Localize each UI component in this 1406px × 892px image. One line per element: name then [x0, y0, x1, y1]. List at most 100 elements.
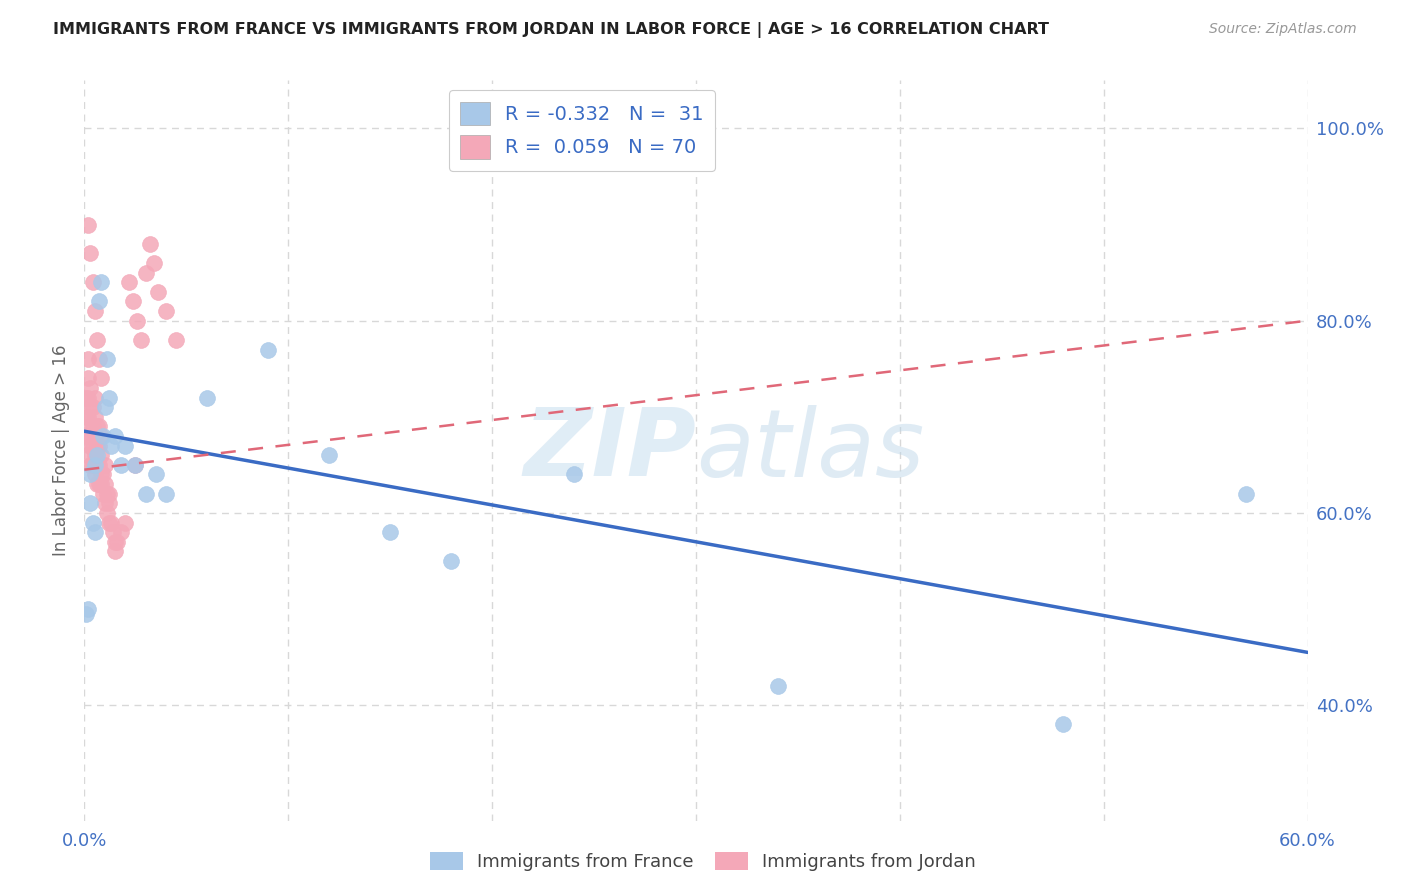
Point: [135, 266, 157, 280]
Point: [86, 458, 108, 472]
Point: [122, 294, 145, 309]
Point: [135, 487, 157, 501]
Point: [90, 275, 112, 289]
Text: IMMIGRANTS FROM FRANCE VS IMMIGRANTS FROM JORDAN IN LABOR FORCE | AGE > 16 CORRE: IMMIGRANTS FROM FRANCE VS IMMIGRANTS FRO…: [53, 22, 1049, 38]
Point: [79, 467, 101, 482]
Point: [90, 448, 112, 462]
Point: [82, 275, 104, 289]
Point: [91, 429, 114, 443]
Point: [97, 487, 120, 501]
Point: [96, 487, 118, 501]
Point: [77, 602, 100, 616]
Point: [86, 419, 108, 434]
Point: [79, 400, 101, 414]
Point: [83, 391, 105, 405]
Point: [114, 516, 136, 530]
Point: [104, 544, 127, 558]
Point: [93, 458, 115, 472]
Point: [318, 448, 340, 462]
Point: [91, 467, 114, 482]
Point: [83, 467, 105, 482]
Point: [380, 525, 402, 540]
Point: [82, 400, 104, 414]
Point: [90, 371, 112, 385]
Point: [97, 516, 120, 530]
Point: [104, 534, 127, 549]
Point: [82, 516, 104, 530]
Point: [155, 304, 177, 318]
Point: [142, 256, 165, 270]
Point: [90, 467, 112, 482]
Point: [82, 439, 104, 453]
Point: [87, 477, 110, 491]
Point: [97, 496, 120, 510]
Text: Source: ZipAtlas.com: Source: ZipAtlas.com: [1209, 22, 1357, 37]
Point: [83, 448, 105, 462]
Point: [104, 429, 127, 443]
Point: [131, 333, 153, 347]
Point: [440, 554, 463, 568]
Point: [93, 477, 115, 491]
Point: [138, 236, 160, 251]
Point: [87, 419, 110, 434]
Point: [79, 439, 101, 453]
Point: [79, 419, 101, 434]
Point: [96, 352, 118, 367]
Point: [86, 477, 108, 491]
Point: [257, 343, 280, 357]
Point: [87, 352, 110, 367]
Point: [87, 439, 110, 453]
Legend: R = -0.332   N =  31, R =  0.059   N = 70: R = -0.332 N = 31, R = 0.059 N = 70: [449, 90, 716, 170]
Point: [82, 458, 104, 472]
Point: [77, 409, 100, 424]
Point: [1052, 717, 1074, 731]
Point: [86, 439, 108, 453]
Point: [77, 429, 100, 443]
Point: [77, 391, 100, 405]
Point: [79, 246, 101, 260]
Point: [100, 516, 122, 530]
Point: [86, 448, 108, 462]
Point: [79, 381, 101, 395]
Point: [93, 496, 115, 510]
Point: [145, 467, 167, 482]
Point: [1236, 487, 1258, 501]
Point: [766, 679, 789, 693]
Point: [110, 525, 132, 540]
Point: [79, 496, 101, 510]
Point: [75, 607, 97, 621]
Point: [155, 487, 177, 501]
Point: [87, 458, 110, 472]
Point: [75, 391, 97, 405]
Point: [77, 371, 100, 385]
Point: [124, 458, 146, 472]
Point: [562, 467, 585, 482]
Text: atlas: atlas: [696, 405, 924, 496]
Point: [83, 458, 105, 472]
Point: [124, 458, 146, 472]
Point: [77, 218, 100, 232]
Y-axis label: In Labor Force | Age > 16: In Labor Force | Age > 16: [52, 344, 70, 557]
Point: [91, 487, 114, 501]
Point: [82, 419, 104, 434]
Point: [75, 409, 97, 424]
Point: [86, 333, 108, 347]
Point: [90, 477, 112, 491]
Point: [118, 275, 141, 289]
Point: [83, 429, 105, 443]
Point: [83, 525, 105, 540]
Point: [110, 458, 132, 472]
Point: [75, 429, 97, 443]
Point: [105, 534, 128, 549]
Point: [96, 506, 118, 520]
Point: [165, 333, 187, 347]
Point: [97, 391, 120, 405]
Point: [83, 409, 105, 424]
Point: [114, 439, 136, 453]
Point: [83, 304, 105, 318]
Point: [90, 429, 112, 443]
Point: [195, 391, 218, 405]
Point: [100, 439, 122, 453]
Point: [127, 313, 149, 327]
Point: [79, 458, 101, 472]
